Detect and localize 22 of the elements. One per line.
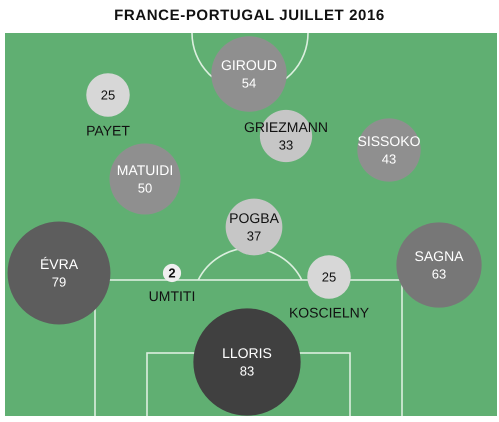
category-label: PAYET bbox=[86, 122, 130, 139]
category-label: KOSCIELNY bbox=[288, 304, 370, 321]
category-label: GIROUD bbox=[221, 56, 277, 73]
category-label: UMTITI bbox=[148, 288, 196, 304]
data-label: 33 bbox=[278, 138, 294, 153]
data-label: 54 bbox=[242, 76, 256, 91]
category-label: POGBA bbox=[229, 210, 280, 226]
data-label: 83 bbox=[240, 364, 254, 379]
data-label: 25 bbox=[322, 270, 336, 285]
data-label: 2 bbox=[168, 266, 176, 281]
category-label: SISSOKO bbox=[357, 132, 421, 149]
category-label: MATUIDI bbox=[116, 162, 174, 178]
data-label: 43 bbox=[382, 152, 396, 167]
text: FRANCE-PORTUGAL JUILLET 2016 bbox=[113, 7, 386, 24]
category-label: ÉVRA bbox=[40, 256, 79, 272]
data-label: 79 bbox=[52, 274, 66, 290]
category-label: SAGNA bbox=[414, 248, 464, 264]
data-label: 25 bbox=[100, 88, 116, 103]
data-label: 50 bbox=[138, 180, 152, 196]
category-label: LLORIS bbox=[222, 344, 272, 361]
data-label: 37 bbox=[246, 228, 262, 244]
data-label: 63 bbox=[432, 266, 446, 282]
